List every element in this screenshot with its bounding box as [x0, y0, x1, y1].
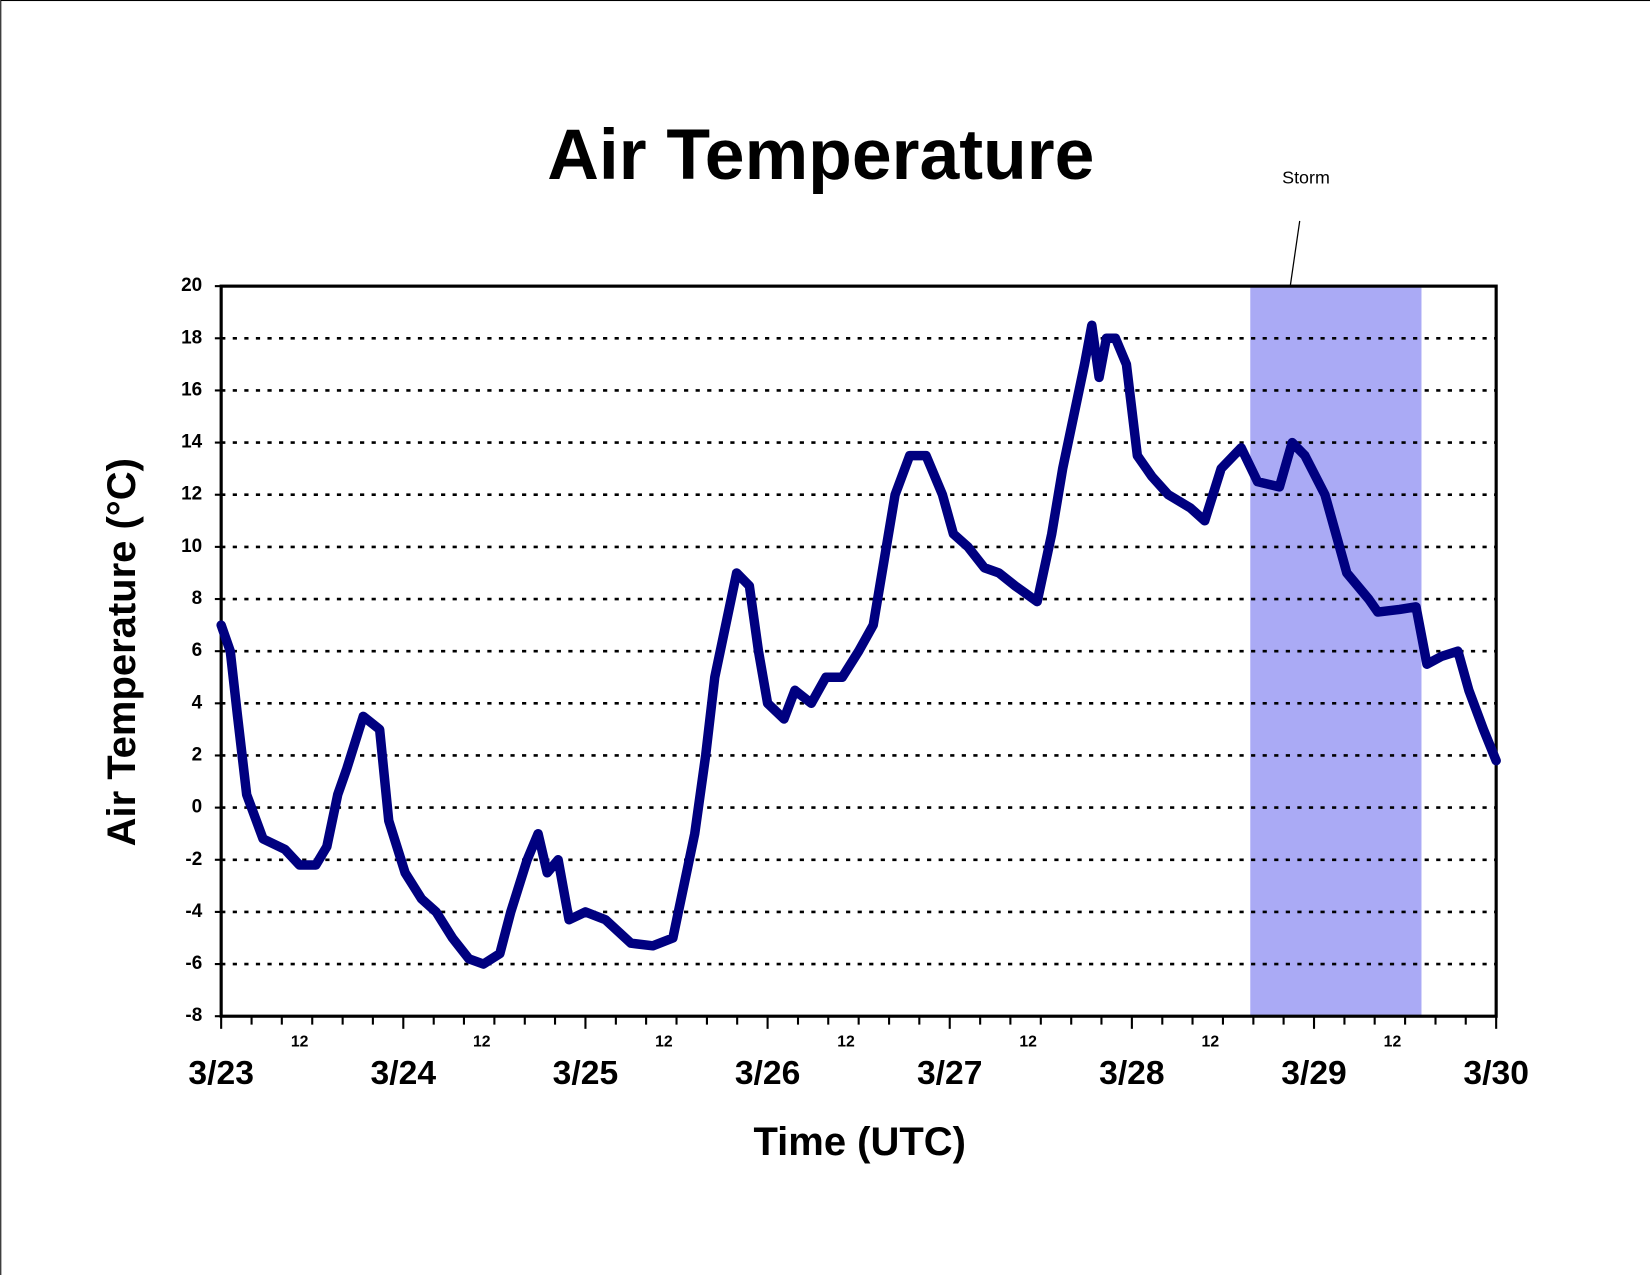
x-tick-label: 3/29: [1281, 1055, 1347, 1092]
x-tick-label: 12: [1384, 1034, 1402, 1051]
annotation-label: Storm: [1282, 168, 1330, 188]
y-tick-label: 4: [192, 692, 203, 713]
y-tick-label: -8: [185, 1005, 202, 1026]
x-axis-label: Time (UTC): [753, 1120, 965, 1164]
y-tick-label: -4: [185, 901, 202, 922]
x-tick-label: 12: [1202, 1034, 1220, 1051]
y-axis-label: Air Temperature (°C): [100, 458, 144, 846]
x-tick-label: 3/27: [917, 1055, 983, 1092]
x-tick-label: 3/23: [188, 1055, 254, 1092]
x-tick-label: 3/30: [1463, 1055, 1529, 1092]
x-tick-label: 12: [655, 1034, 673, 1051]
x-tick-label: 12: [473, 1034, 491, 1051]
y-tick-label: 18: [181, 327, 202, 348]
chart-title: Air Temperature: [547, 115, 1094, 195]
y-tick-label: 8: [192, 588, 203, 609]
x-tick-label: 12: [291, 1034, 309, 1051]
y-tick-label: 12: [181, 484, 202, 505]
x-tick-label: 3/26: [735, 1055, 801, 1092]
plot-frame: [219, 284, 1498, 1018]
temperature-line: [216, 320, 1501, 969]
y-tick-label: 0: [192, 797, 203, 818]
y-tick-label: 6: [192, 640, 203, 661]
annotation-leader: [1289, 220, 1301, 287]
x-tick-label: 3/28: [1099, 1055, 1165, 1092]
y-tick-label: -2: [185, 849, 202, 870]
y-tick-label: 14: [181, 432, 203, 453]
x-tick-label: 12: [1019, 1034, 1037, 1051]
x-tick-label: 3/24: [371, 1055, 437, 1092]
y-tick-label: 10: [181, 536, 202, 557]
x-tick-label: 3/25: [553, 1055, 619, 1092]
x-tick-label: 12: [837, 1034, 855, 1051]
y-tick-label: 16: [181, 379, 202, 400]
y-tick-label: 20: [181, 275, 202, 296]
y-tick-label: 2: [192, 744, 203, 765]
y-tick-label: -6: [185, 953, 202, 974]
